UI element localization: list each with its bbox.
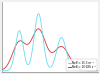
Legend: Neff = 15.3 m⁻¹, Neff = 10.026 s⁻¹: Neff = 15.3 m⁻¹, Neff = 10.026 s⁻¹ bbox=[66, 59, 96, 71]
